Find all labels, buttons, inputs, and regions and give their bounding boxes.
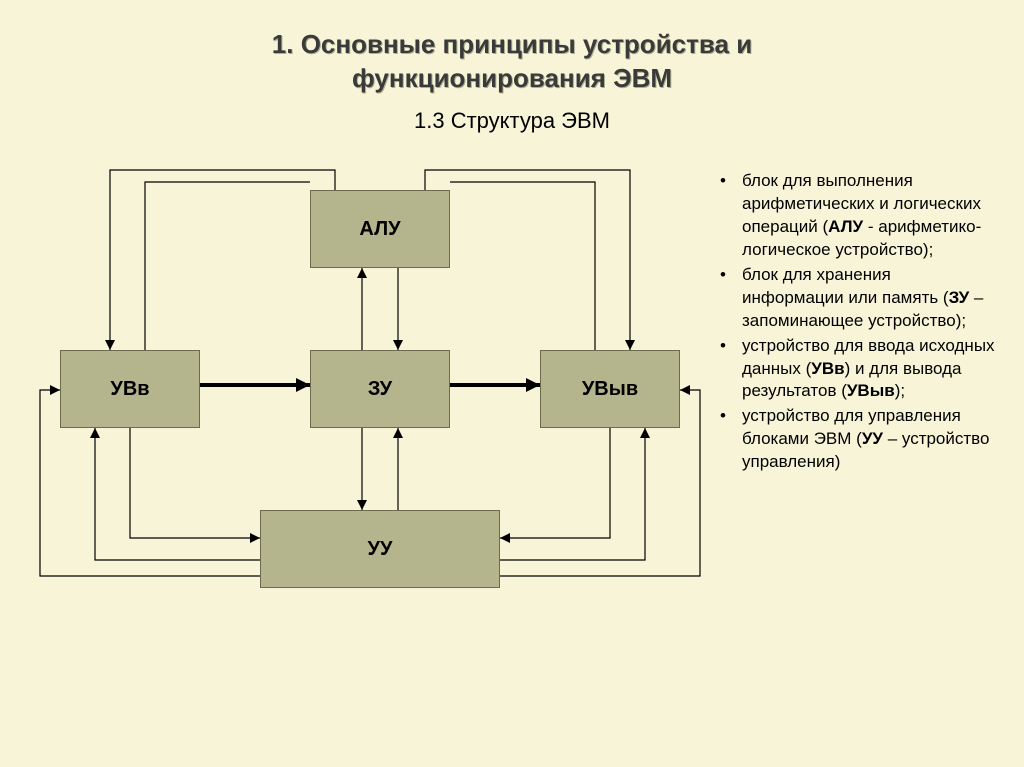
node-uu: УУ	[260, 510, 500, 588]
structure-diagram: АЛУ УВв ЗУ УВыв УУ	[30, 160, 690, 640]
edge-8	[425, 170, 630, 350]
edge-11	[130, 428, 260, 538]
bullet-item: •устройство для ввода исходных данных (У…	[720, 335, 995, 404]
page-title: 1. Основные принципы устройства и функци…	[0, 28, 1024, 96]
edge-7	[145, 182, 310, 350]
node-uvv: УВв	[60, 350, 200, 428]
node-uvyv: УВыв	[540, 350, 680, 428]
title-line-2: функционирования ЭВМ	[352, 63, 672, 93]
edge-6	[110, 170, 335, 350]
bullet-item: •устройство для управления блоками ЭВМ (…	[720, 405, 995, 474]
bullet-list: •блок для выполнения арифметических и ло…	[720, 170, 995, 476]
edge-9	[450, 182, 595, 350]
edge-10	[95, 428, 260, 560]
title-line-1: 1. Основные принципы устройства и	[272, 29, 752, 59]
node-zu: ЗУ	[310, 350, 450, 428]
bullet-item: •блок для хранения информации или память…	[720, 264, 995, 333]
slide: 1. Основные принципы устройства и функци…	[0, 0, 1024, 767]
edge-12	[500, 428, 645, 560]
page-subtitle: 1.3 Структура ЭВМ	[0, 108, 1024, 134]
bullet-item: •блок для выполнения арифметических и ло…	[720, 170, 995, 262]
node-alu: АЛУ	[310, 190, 450, 268]
edge-13	[500, 428, 610, 538]
